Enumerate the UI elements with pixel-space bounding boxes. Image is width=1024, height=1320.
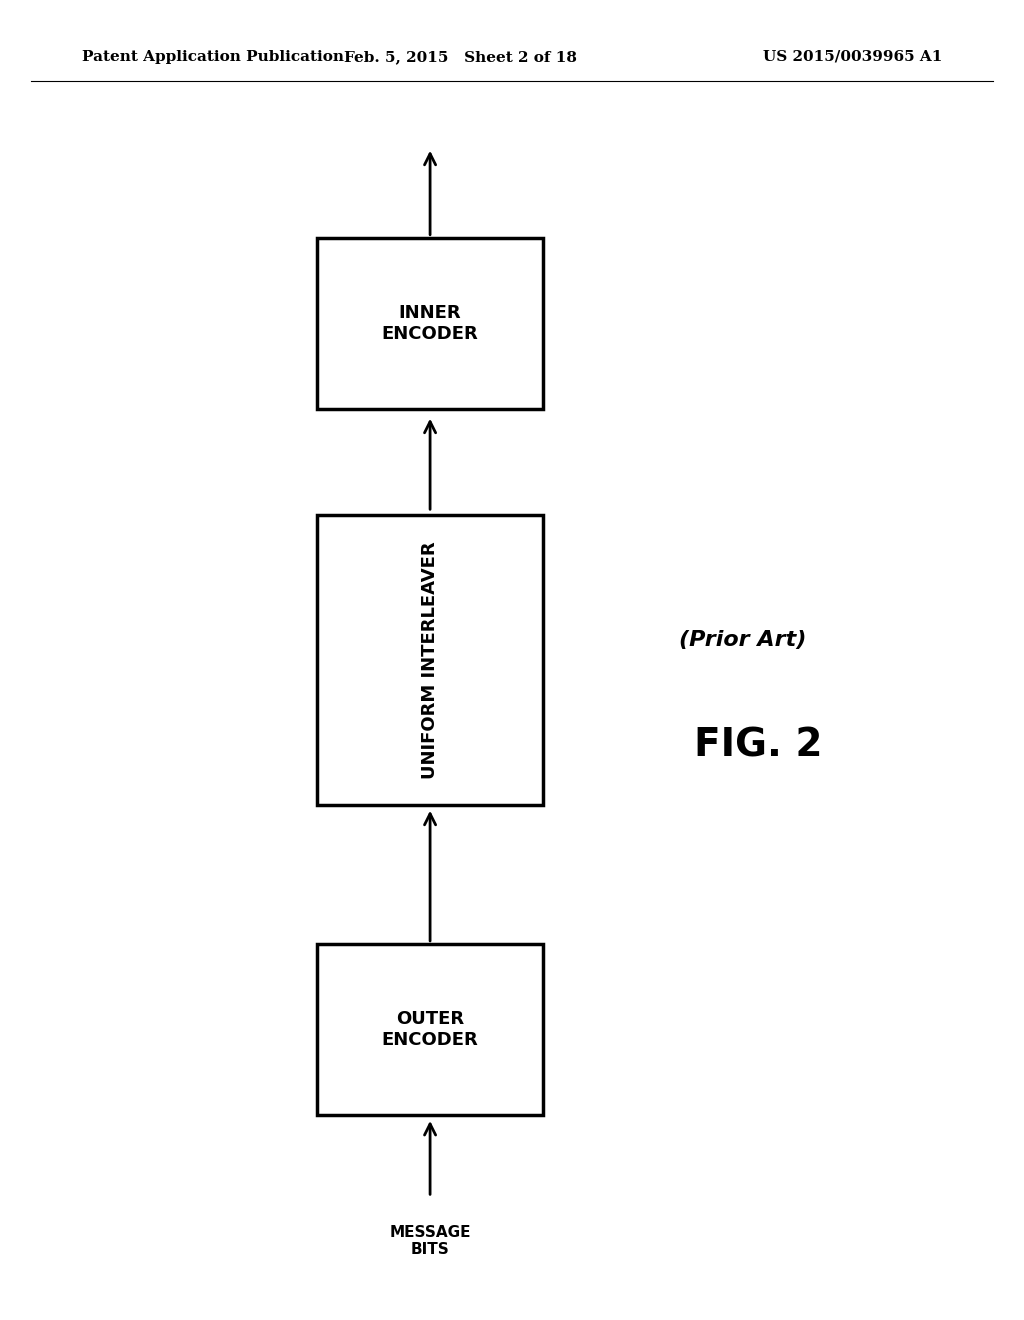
FancyBboxPatch shape bbox=[317, 515, 543, 805]
Text: MESSAGE
BITS: MESSAGE BITS bbox=[389, 1225, 471, 1258]
Text: US 2015/0039965 A1: US 2015/0039965 A1 bbox=[763, 50, 942, 63]
Text: INNER
ENCODER: INNER ENCODER bbox=[382, 304, 478, 343]
Text: FIG. 2: FIG. 2 bbox=[693, 727, 822, 764]
FancyBboxPatch shape bbox=[317, 944, 543, 1115]
FancyBboxPatch shape bbox=[317, 238, 543, 409]
Text: Patent Application Publication: Patent Application Publication bbox=[82, 50, 344, 63]
Text: Feb. 5, 2015   Sheet 2 of 18: Feb. 5, 2015 Sheet 2 of 18 bbox=[344, 50, 578, 63]
Text: UNIFORM INTERLEAVER: UNIFORM INTERLEAVER bbox=[421, 541, 439, 779]
Text: (Prior Art): (Prior Art) bbox=[679, 630, 806, 651]
Text: OUTER
ENCODER: OUTER ENCODER bbox=[382, 1010, 478, 1049]
